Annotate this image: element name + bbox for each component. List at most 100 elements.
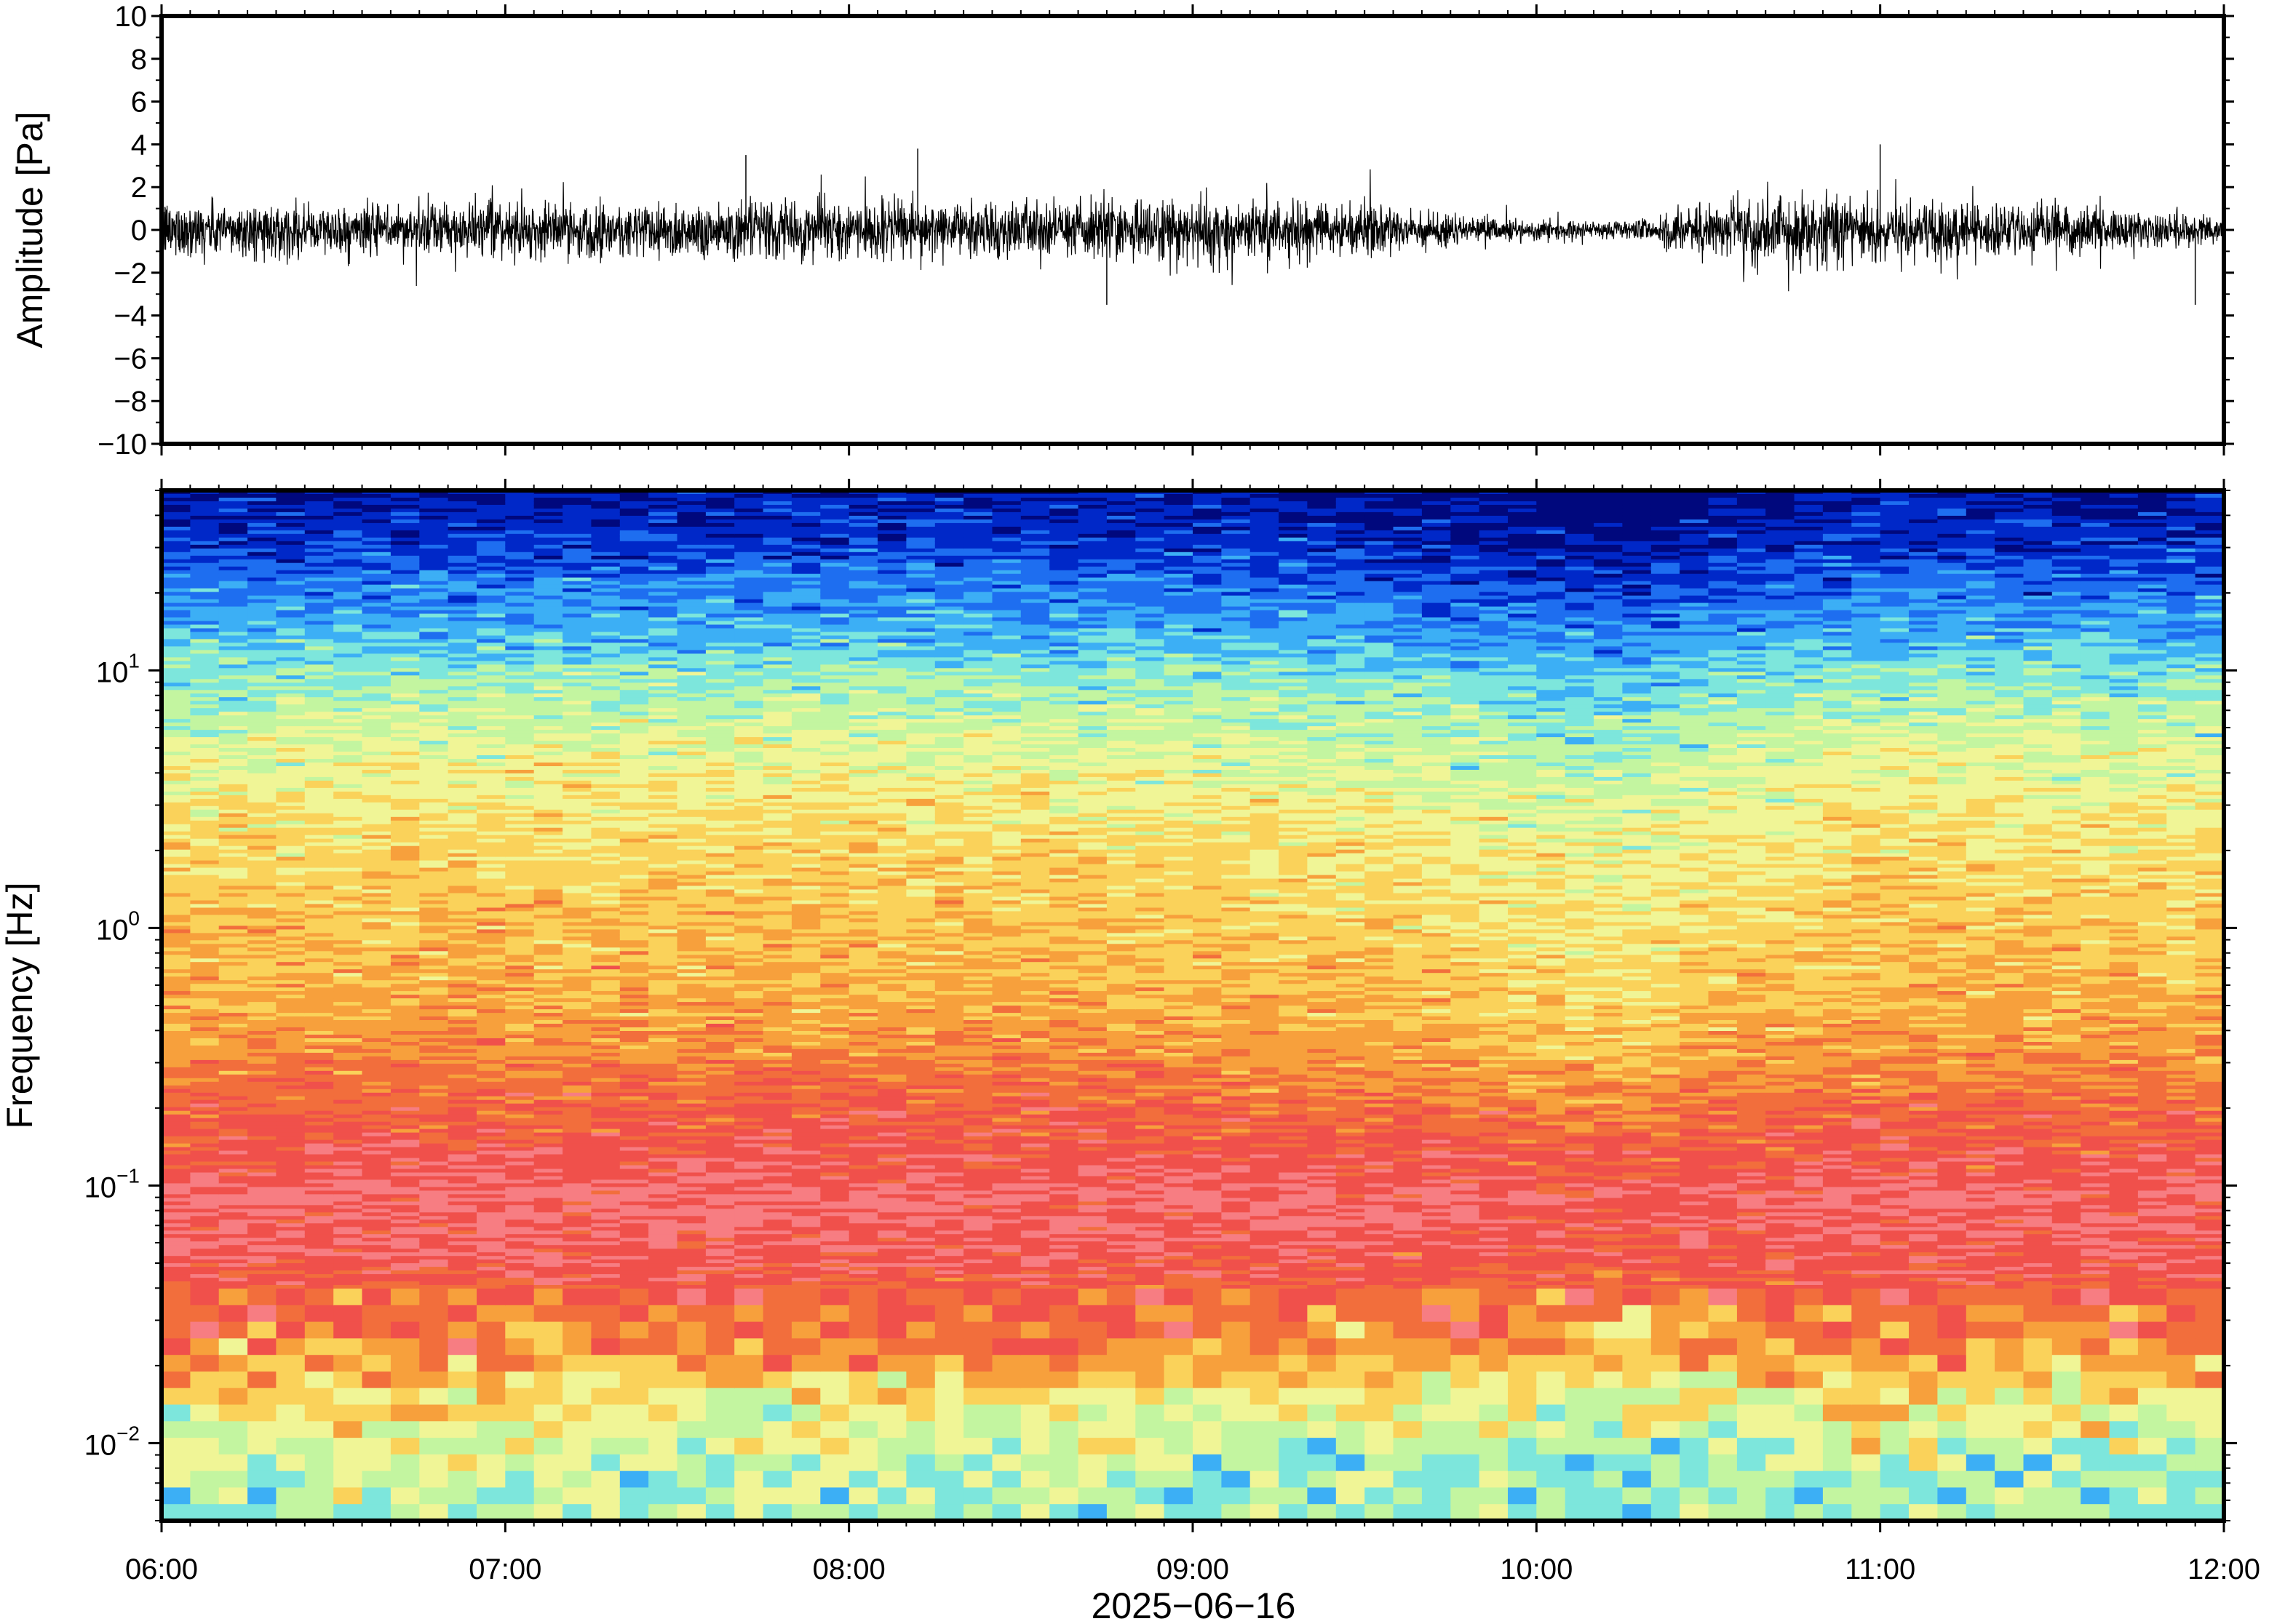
spectrogram-cell — [333, 509, 362, 513]
spectrogram-cell — [563, 1454, 592, 1472]
spectrogram-cell — [276, 784, 305, 789]
spectrogram-cell — [333, 708, 362, 712]
spectrogram-cell — [591, 1219, 620, 1224]
spectrogram-cell — [477, 1111, 506, 1115]
spectrogram-cell — [677, 1035, 707, 1039]
spectrogram-cell — [219, 781, 248, 785]
spectrogram-cell — [219, 1227, 248, 1231]
spectrogram-cell — [391, 650, 420, 654]
spectrogram-cell — [276, 893, 305, 898]
spectrogram-cell — [305, 1249, 334, 1253]
spectrogram-cell — [247, 534, 277, 538]
spectrogram-cell — [591, 1274, 620, 1278]
spectrogram-cell — [333, 763, 362, 767]
spectrogram-cell — [734, 632, 763, 637]
spectrogram-cell — [534, 629, 563, 633]
spectrogram-cell — [591, 516, 620, 520]
spectrogram-cell — [677, 686, 707, 690]
spectrogram-cell — [362, 1060, 392, 1064]
spectrogram-cell — [391, 810, 420, 814]
spectrogram-cell — [333, 1245, 362, 1249]
spectrogram-cell — [706, 904, 735, 909]
spectrogram-cell — [620, 795, 649, 800]
spectrogram-cell — [219, 1155, 248, 1159]
spectrogram-cell — [333, 1278, 362, 1282]
spectrogram-cell — [477, 741, 506, 745]
spectrogram-cell — [706, 1162, 735, 1166]
spectrogram-cell — [648, 1338, 677, 1356]
spectrogram-cell — [677, 813, 707, 818]
spectrogram-cell — [190, 1259, 219, 1264]
spectrogram-cell — [362, 1107, 392, 1112]
spectrogram-cell — [648, 763, 677, 767]
spectrogram-cell — [362, 904, 392, 909]
spectrogram-cell — [505, 1223, 534, 1227]
spectrogram-cell — [706, 897, 735, 901]
spectrogram-cell — [706, 1372, 735, 1389]
spectrogram-cell — [162, 883, 191, 887]
spectrogram-cell — [247, 1169, 277, 1174]
spectrogram-cell — [591, 1086, 620, 1090]
spectrogram-cell — [505, 509, 534, 513]
spectrogram-cell — [219, 748, 248, 752]
spectrogram-cell — [648, 864, 677, 869]
spectrogram-cell — [620, 1126, 649, 1130]
spectrogram-cell — [162, 1038, 191, 1043]
spectrogram-cell — [591, 538, 620, 542]
spectrogram-cell — [648, 1006, 677, 1010]
spectrogram-cell — [190, 505, 219, 509]
spectrogram-cell — [477, 679, 506, 683]
spectrogram-cell — [247, 708, 277, 712]
spectrogram-cell — [448, 712, 477, 716]
spectrogram-cell — [419, 498, 448, 502]
spectrogram-cell — [534, 686, 563, 690]
spectrogram-cell — [677, 534, 707, 538]
spectrogram-cell — [190, 1194, 219, 1198]
spectrogram-cell — [648, 966, 677, 970]
spectrogram-cell — [734, 788, 763, 792]
spectrogram-cell — [563, 1082, 592, 1086]
spectrogram-cell — [563, 629, 592, 633]
spectrogram-cell — [162, 567, 191, 571]
spectrogram-cell — [534, 922, 563, 926]
spectrogram-cell — [362, 541, 392, 546]
spectrogram-cell — [419, 944, 448, 948]
spectrogram-cell — [534, 672, 563, 676]
spectrogram-cell — [677, 1223, 707, 1227]
spectrogram-cell — [677, 1238, 707, 1242]
spectrogram-cell — [362, 1405, 392, 1422]
spectrogram-cell — [190, 1322, 219, 1340]
spectrogram-cell — [706, 1006, 735, 1010]
spectrogram-cell — [333, 995, 362, 999]
spectrogram-cell — [648, 850, 677, 854]
spectrogram-cell — [677, 1166, 707, 1170]
spectrogram-cell — [505, 563, 534, 568]
spectrogram-cell — [247, 1006, 277, 1010]
spectrogram-cell — [391, 516, 420, 520]
spectrogram-cell — [305, 1035, 334, 1039]
spectrogram-cell — [706, 766, 735, 771]
spectrogram-cell — [333, 1372, 362, 1389]
spectrogram-cell — [162, 875, 191, 880]
spectrogram-cell — [362, 1027, 392, 1032]
spectrogram-cell — [247, 686, 277, 690]
spectrogram-cell — [505, 1234, 534, 1238]
spectrogram-cell — [534, 1212, 563, 1217]
spectrogram-cell — [362, 642, 392, 647]
spectrogram-cell — [362, 1267, 392, 1271]
spectrogram-cell — [247, 1252, 277, 1257]
spectrogram-cell — [305, 527, 334, 531]
spectrogram-cell — [648, 940, 677, 944]
spectrogram-cell — [505, 861, 534, 865]
spectrogram-cell — [734, 741, 763, 745]
spectrogram-cell — [391, 1245, 420, 1249]
spectrogram-cell — [563, 759, 592, 763]
spectrogram-cell — [591, 806, 620, 811]
spectrogram-cell — [162, 969, 191, 974]
spectrogram-cell — [305, 1198, 334, 1202]
spectrogram-cell — [419, 1274, 448, 1278]
spectrogram-cell — [563, 918, 592, 923]
spectrogram-cell — [391, 560, 420, 564]
spectrogram-cell — [706, 911, 735, 915]
spectrogram-cell — [276, 1096, 305, 1101]
